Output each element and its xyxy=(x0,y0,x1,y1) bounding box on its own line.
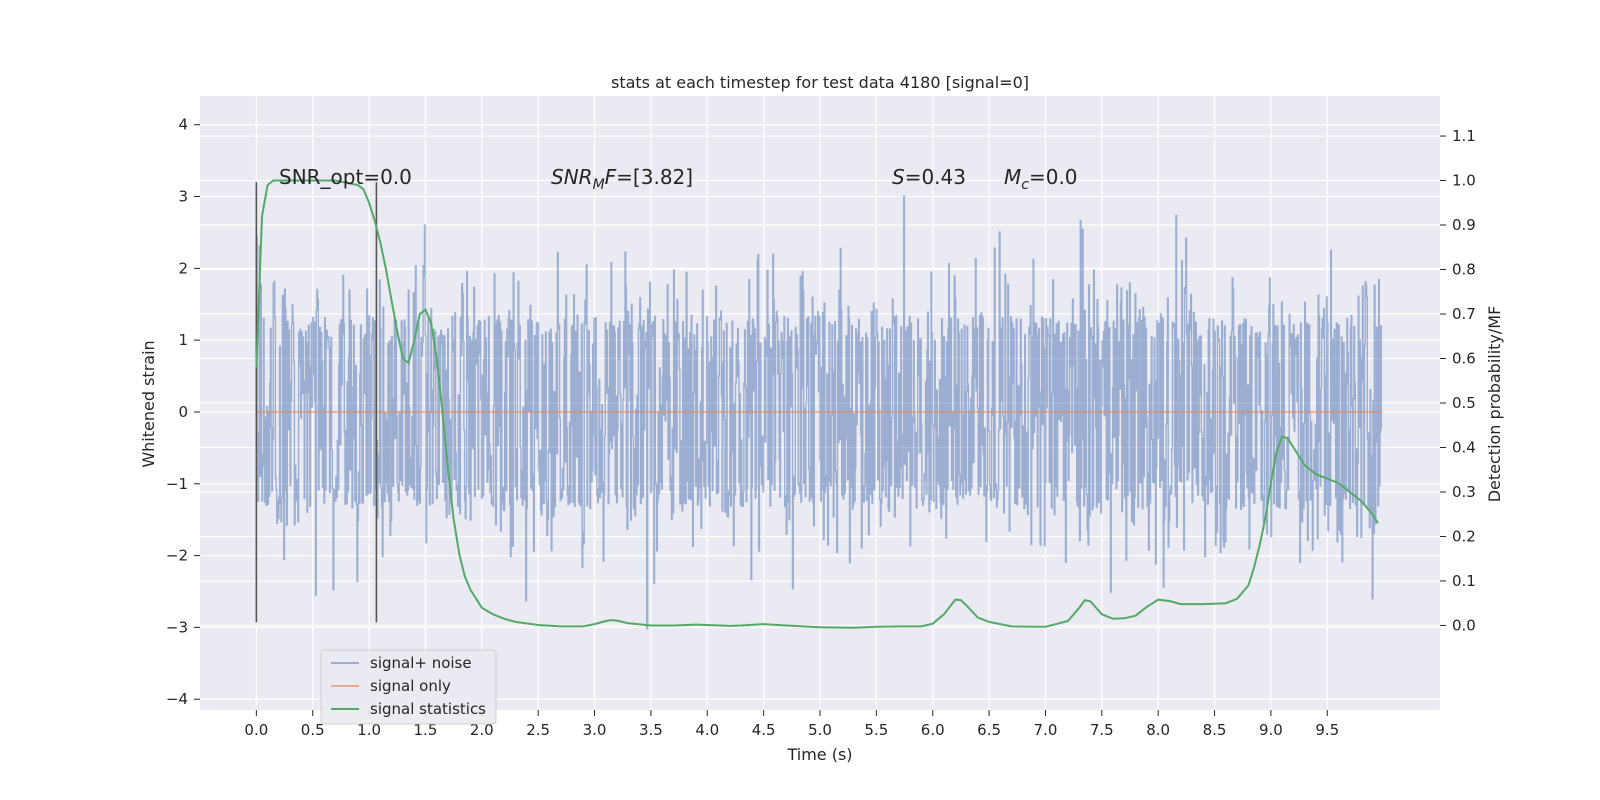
signal-statistics-line xyxy=(255,179,1379,629)
y-axis-label: Whitened strain xyxy=(139,340,158,467)
y2-tick-label: 0.1 xyxy=(1452,572,1476,590)
y-tick-label: −3 xyxy=(166,618,188,636)
x-tick-label: 0.0 xyxy=(244,721,268,739)
y2-axis-label: Detection probability/MF xyxy=(1485,306,1504,503)
x-tick-label: 2.5 xyxy=(526,721,550,739)
y2-tick-label: 0.4 xyxy=(1452,438,1476,456)
y-tick-label: −4 xyxy=(166,690,188,708)
y-axis-ticks: 4 3 2 1 0 −1 −2 −3 −4 xyxy=(166,116,200,708)
legend-label-stats: signal statistics xyxy=(370,700,486,718)
y2-tick-label: 1.1 xyxy=(1452,127,1476,145)
legend-label-signal: signal only xyxy=(370,677,451,695)
x-tick-label: 2.0 xyxy=(470,721,494,739)
legend: signal+ noise signal only signal statist… xyxy=(320,649,497,725)
x-tick-label: 5.5 xyxy=(864,721,888,739)
x-tick-label: 4.0 xyxy=(695,721,719,739)
chart-title: stats at each timestep for test data 418… xyxy=(611,73,1029,92)
x-tick-label: 8.0 xyxy=(1146,721,1170,739)
y2-tick-label: 0.8 xyxy=(1452,261,1476,279)
y2-tick-label: 0.0 xyxy=(1452,616,1476,634)
x-tick-label: 6.5 xyxy=(977,721,1001,739)
x-axis-ticks: 0.0 0.5 1.0 1.5 2.0 2.5 3.0 3.5 4.0 4.5 5.0 5.5 6.0 6… xyxy=(244,710,1339,739)
x-tick-label: 7.5 xyxy=(1090,721,1114,739)
x-tick-label: 3.5 xyxy=(639,721,663,739)
x-tick-label: 1.0 xyxy=(357,721,381,739)
x-tick-label: 0.5 xyxy=(301,721,325,739)
y2-tick-label: 0.3 xyxy=(1452,483,1476,501)
noise-series-layer xyxy=(255,195,1383,630)
annotation-s: S=0.43 xyxy=(892,165,966,189)
x-tick-label: 7.0 xyxy=(1034,721,1058,739)
x-tick-label: 5.0 xyxy=(808,721,832,739)
y-tick-label: 4 xyxy=(178,116,188,134)
y-tick-label: 3 xyxy=(178,188,188,206)
y-tick-label: −2 xyxy=(166,547,188,565)
x-tick-label: 6.0 xyxy=(921,721,945,739)
annotation-snr-mf: SNRMF=[3.82] xyxy=(551,165,693,193)
y2-axis-ticks: 1.1 1.0 0.9 0.8 0.7 0.6 0.5 0.4 0.3 0.2 0.1 0.0 xyxy=(1440,127,1476,634)
x-axis-label: Time (s) xyxy=(786,745,852,764)
legend-box xyxy=(320,649,497,725)
y2-tick-label: 1.0 xyxy=(1452,172,1476,190)
x-tick-label: 1.5 xyxy=(414,721,438,739)
y2-tick-label: 0.7 xyxy=(1452,305,1476,323)
annotation-snr-opt: SNR_opt=0.0 xyxy=(279,165,412,189)
y-tick-label: −1 xyxy=(166,475,188,493)
annotation-mc: Mc=0.0 xyxy=(1004,165,1078,193)
x-tick-label: 9.5 xyxy=(1315,721,1339,739)
noise-series-path xyxy=(255,195,1383,630)
y-tick-label: 2 xyxy=(178,259,188,277)
x-tick-label: 4.5 xyxy=(752,721,776,739)
y2-tick-label: 0.6 xyxy=(1452,350,1476,368)
y-tick-label: 1 xyxy=(178,331,188,349)
y-tick-label: 0 xyxy=(178,403,188,421)
legend-label-noise: signal+ noise xyxy=(370,654,472,672)
x-tick-label: 9.0 xyxy=(1259,721,1283,739)
y2-tick-label: 0.2 xyxy=(1452,527,1476,545)
x-tick-label: 8.5 xyxy=(1203,721,1227,739)
y2-tick-label: 0.9 xyxy=(1452,216,1476,234)
y2-tick-label: 0.5 xyxy=(1452,394,1476,412)
x-tick-label: 3.0 xyxy=(583,721,607,739)
window-markers xyxy=(255,182,378,623)
